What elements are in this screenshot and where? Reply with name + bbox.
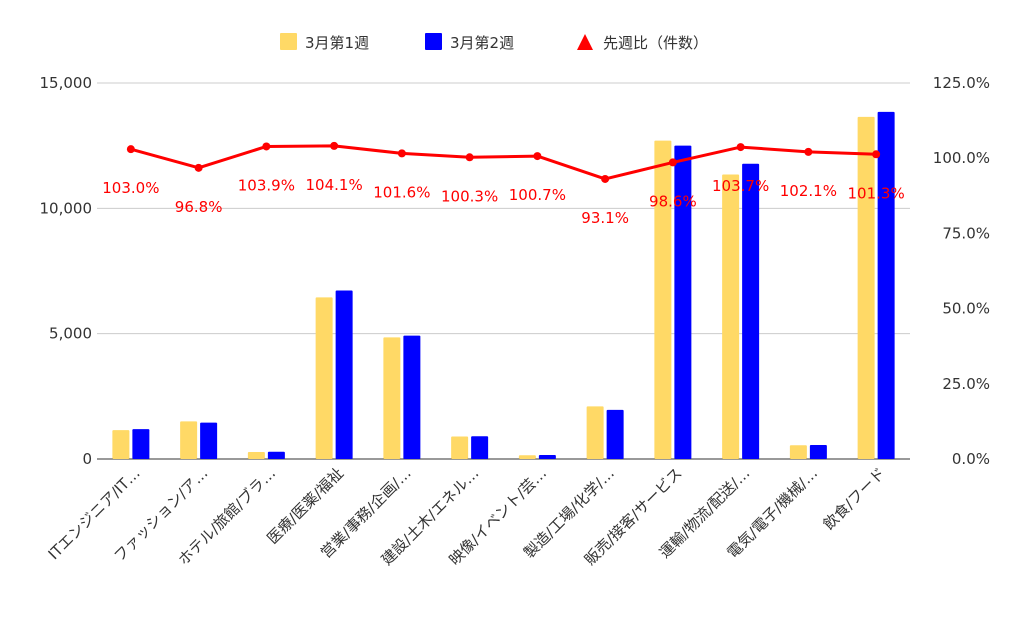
bar-week1 [247,451,265,459]
ratio-point [465,153,474,162]
bar-week1 [112,430,130,459]
left-tick-label: 5,000 [49,325,92,343]
bar-week2 [877,111,895,460]
ratio-data-label: 98.6% [649,192,697,210]
bar-week2 [267,451,285,459]
ratio-point [397,149,406,158]
ratio-point [804,147,813,156]
gridlines [97,82,910,460]
left-tick-label: 10,000 [40,199,93,217]
legend: 3月第1週 3月第2週 先週比（件数） [280,33,708,52]
left-tick-label: 0 [82,450,92,468]
right-axis: 0.0% 25.0% 50.0% 75.0% 100.0% 125.0% [933,74,990,468]
right-tick-label: 25.0% [942,375,990,393]
legend-swatch-week1 [280,33,297,50]
bar-week1 [586,406,604,459]
ratio-data-label: 103.0% [102,179,159,197]
ratio-data-label: 101.6% [373,183,430,201]
bar-week2 [335,290,353,459]
ratio-point [126,145,135,154]
ratio-point [601,174,610,183]
right-tick-label: 50.0% [942,300,990,318]
legend-label-ratio: 先週比（件数） [603,34,708,52]
bar-week1 [857,116,875,459]
left-tick-label: 15,000 [40,74,93,92]
left-axis: 0 5,000 10,000 15,000 [40,74,93,468]
legend-swatch-week2 [425,33,442,50]
ratio-data-label: 96.8% [175,198,223,216]
right-tick-label: 0.0% [952,450,990,468]
bar-week2 [200,422,218,459]
legend-triangle-icon [577,34,593,50]
ratio-point [736,143,745,152]
bar-week2 [809,444,827,459]
bar-week2 [132,429,150,459]
ratio-line [126,141,881,183]
category-label: 飲食/フード [820,464,889,533]
bar-week2 [674,145,692,459]
ratio-point [330,141,339,150]
bar-week1 [722,174,740,459]
bar-week2 [403,335,421,459]
ratio-data-label: 102.1% [780,182,837,200]
bar-week1 [451,436,469,459]
ratio-data-label: 104.1% [306,176,363,194]
ratio-point [668,158,677,167]
ratio-data-label: 103.7% [712,177,769,195]
bar-week2 [742,163,760,459]
ratio-line-path [130,144,877,181]
right-tick-label: 125.0% [933,74,990,92]
ratio-data-label: 93.1% [581,209,629,227]
right-tick-label: 75.0% [942,224,990,242]
ratio-data-label: 100.7% [509,186,566,204]
ratio-data-label: 100.3% [441,187,498,205]
ratio-point [533,152,542,161]
legend-label-week1: 3月第1週 [305,34,369,52]
category-axis: ITエンジニア/IT…ファッション/ア…ホテル/旅館/ブラ…医療/医薬/福祉営業… [45,464,889,569]
bar-week1 [315,297,333,459]
ratio-data-label: 101.3% [848,184,905,202]
data-labels: 103.0% 96.8% 103.9% 104.1% 101.6% 100.3% 100.7… [102,176,904,227]
ratio-point [262,142,271,151]
bars [112,111,895,460]
right-tick-label: 100.0% [933,149,990,167]
legend-label-week2: 3月第2週 [450,34,514,52]
ratio-data-label: 103.9% [238,176,295,194]
ratio-point [194,163,203,172]
bar-week2 [538,454,556,459]
ratio-point [872,150,881,159]
bar-week1 [654,140,672,460]
bar-week1 [518,455,536,459]
bar-week2 [606,409,624,459]
bar-week1 [789,445,807,459]
bar-week2 [471,436,489,459]
bar-week1 [180,421,198,459]
bar-week1 [383,337,401,459]
